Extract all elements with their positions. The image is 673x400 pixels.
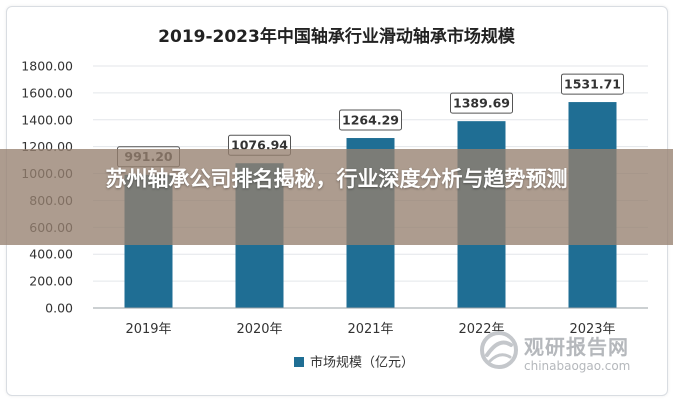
data-label-box (450, 92, 513, 114)
y-tick-label: 200.00 (29, 274, 73, 289)
chart-title: 2019-2023年中国轴承行业滑动轴承市场规模 (158, 27, 515, 47)
x-tick-label: 2020年 (236, 322, 282, 337)
headline-banner (0, 149, 673, 245)
data-label: 1389.69 (453, 96, 510, 111)
data-label: 1264.29 (342, 113, 399, 128)
watermark-name: 观研报告网 (524, 335, 629, 359)
y-tick-label: 1400.00 (21, 112, 73, 127)
watermark: 观研报告网 chinabaogao.com (478, 329, 648, 377)
y-tick-label: 1800.00 (21, 59, 73, 74)
y-tick-label: 400.00 (29, 247, 73, 262)
legend-swatch (294, 357, 304, 367)
legend: 市场规模（亿元） (294, 355, 414, 371)
y-tick-label: 1600.00 (21, 85, 73, 100)
x-tick-label: 2021年 (347, 322, 393, 337)
y-tick-label: 0.00 (45, 301, 73, 316)
data-label-box (339, 109, 402, 131)
legend-label: 市场规模（亿元） (310, 355, 414, 371)
data-label: 1531.71 (564, 77, 621, 92)
x-tick-label: 2023年 (569, 322, 615, 337)
headline-text: 苏州轴承公司排名揭秘，行业深度分析与趋势预测 (105, 167, 568, 191)
x-tick-label: 2019年 (125, 322, 171, 337)
watermark-url: chinabaogao.com (524, 359, 631, 373)
data-label-box (561, 73, 624, 95)
data-label: 1076.94 (231, 138, 288, 153)
watermark-logo-icon (480, 331, 518, 369)
x-axis-ticks: 2019年 2020年 2021年 2022年 2023年 (125, 322, 615, 337)
